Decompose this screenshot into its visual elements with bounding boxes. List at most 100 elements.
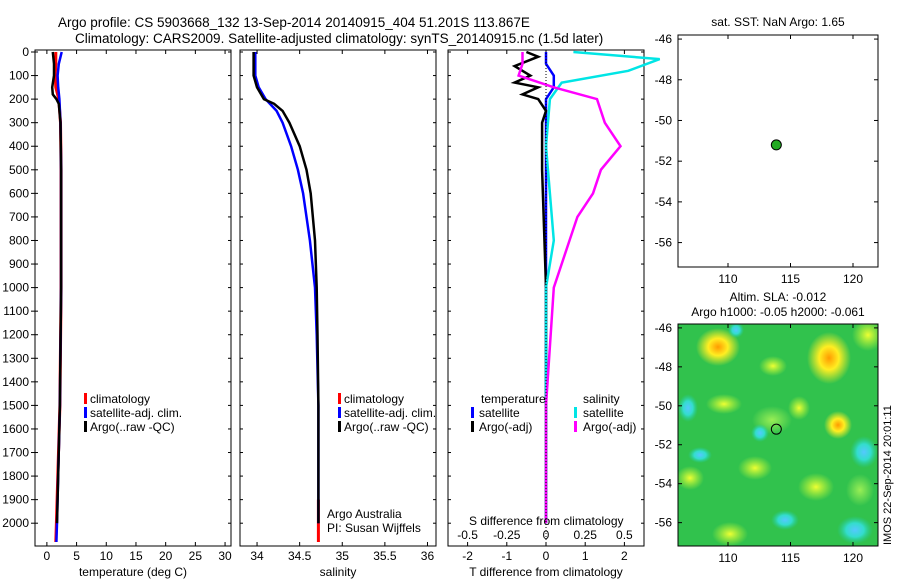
temp-diff-argo-line bbox=[510, 50, 548, 524]
depth-tick-label: 1000 bbox=[2, 281, 29, 295]
salinity-tick-label: 35 bbox=[336, 549, 350, 563]
lon-tick-label: 110 bbox=[718, 272, 737, 286]
salinity-axis-label: salinity bbox=[320, 565, 357, 579]
temperature-tick-label: 30 bbox=[218, 549, 232, 563]
depth-tick-label: 2000 bbox=[2, 516, 29, 530]
legend-title-salinity: salinity bbox=[583, 392, 620, 406]
sst-map-panel bbox=[677, 34, 879, 268]
legend-label: Argo(-adj) bbox=[479, 420, 532, 434]
lon-tick-label: 120 bbox=[843, 551, 863, 565]
depth-tick-label: 1400 bbox=[2, 375, 29, 389]
legend-label: Argo(-adj) bbox=[583, 420, 636, 434]
depth-tick-label: 1100 bbox=[3, 304, 29, 318]
legend-label: satellite bbox=[479, 406, 520, 420]
sla-map-subtitle: Argo h1000: -0.05 h2000: -0.061 bbox=[691, 305, 865, 319]
legend-swatch-temp-satellite bbox=[471, 407, 474, 418]
temperature-tick-label: 15 bbox=[129, 549, 143, 563]
s-difference-tick-label: 0.25 bbox=[574, 528, 598, 542]
salinity-tick-label: 34 bbox=[250, 549, 264, 563]
depth-axis: 0 100 200 300 400 500 600 700 800 900 1000 1100 1200… bbox=[2, 45, 644, 530]
lat-tick-label: -54 bbox=[655, 477, 673, 491]
legend-title-temperature: temperature bbox=[481, 392, 546, 406]
legend-swatch-satellite bbox=[84, 407, 87, 418]
depth-tick-label: 800 bbox=[9, 233, 29, 247]
sla-heatmap bbox=[678, 324, 878, 546]
salinity-panel bbox=[239, 49, 437, 547]
salinity-tick-label: 36 bbox=[421, 549, 435, 563]
sla-map-panel bbox=[677, 323, 879, 547]
sst-map-title: sat. SST: NaN Argo: 1.65 bbox=[711, 15, 845, 29]
lat-tick-label: -50 bbox=[655, 113, 673, 127]
lon-tick-label: 120 bbox=[843, 272, 863, 286]
legend-swatch-sal-satellite bbox=[574, 407, 577, 418]
legend-label: satellite-adj. clim. bbox=[90, 406, 182, 420]
lat-tick-label: -46 bbox=[655, 321, 673, 335]
legend-label: satellite bbox=[583, 406, 624, 420]
depth-tick-label: 1500 bbox=[2, 398, 29, 412]
depth-tick-label: 500 bbox=[9, 163, 29, 177]
depth-tick-label: 900 bbox=[9, 257, 29, 271]
t-difference-tick-label: 0 bbox=[543, 549, 550, 563]
lon-tick-label: 115 bbox=[781, 551, 800, 565]
temperature-tick-label: 20 bbox=[159, 549, 173, 563]
depth-tick-label: 1700 bbox=[2, 446, 29, 460]
salinity-tick-label: 34.5 bbox=[288, 549, 312, 563]
header-line-2: Climatology: CARS2009. Satellite-adjuste… bbox=[75, 31, 603, 46]
temperature-legend: climatology satellite-adj. clim. Argo(..… bbox=[84, 392, 182, 434]
lat-tick-label: -50 bbox=[655, 399, 673, 413]
depth-tick-label: 1900 bbox=[2, 493, 29, 507]
lat-tick-label: -54 bbox=[655, 195, 673, 209]
temperature-panel bbox=[34, 49, 232, 547]
depth-tick-label: 600 bbox=[9, 186, 29, 200]
x-axes: 0 5 10 15 20 25 30 34 34.5 35 35.5 36 -2 -1 0 1 2 -0.5 -0.… bbox=[44, 50, 633, 563]
lat-tick-label: -56 bbox=[655, 236, 673, 250]
timestamp-stamp: IMOS 22-Sep-2014 20:01:11 bbox=[882, 405, 894, 545]
sla-map-axes: -46 -48 -50 -52 -54 -56 110 115 120 bbox=[655, 321, 878, 565]
header-line-1: Argo profile: CS 5903668_132 13-Sep-2014… bbox=[58, 15, 530, 30]
depth-tick-label: 100 bbox=[9, 69, 29, 83]
depth-tick-label: 700 bbox=[9, 210, 29, 224]
salinity-legend: climatology satellite-adj. clim. Argo(..… bbox=[327, 392, 436, 535]
t-difference-tick-label: 2 bbox=[621, 549, 628, 563]
legend-swatch-argo bbox=[84, 421, 87, 432]
legend-label: satellite-adj. clim. bbox=[344, 406, 436, 420]
lat-tick-label: -48 bbox=[655, 73, 673, 87]
temperature-axis-label: temperature (deg C) bbox=[79, 565, 187, 579]
t-difference-tick-label: 1 bbox=[582, 549, 589, 563]
s-difference-tick-label: 0 bbox=[543, 528, 550, 542]
sst-map-axes: -46 -48 -50 -52 -54 -56 110 115 120 bbox=[655, 32, 878, 286]
legend-swatch-temp-argo bbox=[471, 421, 474, 432]
argo-location-ring bbox=[770, 423, 782, 435]
t-difference-tick-label: -1 bbox=[501, 549, 512, 563]
temperature-tick-label: 5 bbox=[73, 549, 80, 563]
sal-diff-argo-line bbox=[517, 52, 623, 524]
credit-line-2: PI: Susan Wijffels bbox=[327, 521, 421, 535]
lat-tick-label: -46 bbox=[655, 32, 673, 46]
lat-tick-label: -52 bbox=[655, 438, 673, 452]
depth-tick-label: 400 bbox=[9, 139, 29, 153]
temperature-argo-line bbox=[50, 51, 63, 524]
sla-map-title: Altim. SLA: -0.012 bbox=[730, 290, 827, 304]
depth-tick-label: 1200 bbox=[2, 328, 29, 342]
salinity-argo-line bbox=[252, 52, 320, 524]
salinity-tick-label: 35.5 bbox=[373, 549, 397, 563]
s-difference-tick-label: -0.25 bbox=[493, 528, 521, 542]
t-difference-tick-label: -2 bbox=[462, 549, 473, 563]
depth-tick-label: 1800 bbox=[2, 469, 29, 483]
lat-tick-label: -56 bbox=[655, 516, 673, 530]
depth-tick-label: 1600 bbox=[2, 422, 29, 436]
s-difference-tick-label: -0.5 bbox=[457, 528, 478, 542]
legend-label: climatology bbox=[344, 392, 404, 406]
legend-swatch-climatology bbox=[338, 393, 341, 404]
depth-tick-label: 200 bbox=[9, 92, 29, 106]
temperature-tick-label: 10 bbox=[100, 549, 114, 563]
legend-label: climatology bbox=[90, 392, 150, 406]
depth-tick-label: 300 bbox=[9, 116, 29, 130]
temperature-tick-label: 0 bbox=[44, 549, 51, 563]
s-difference-tick-label: 0.5 bbox=[616, 528, 633, 542]
depth-tick-label: 1300 bbox=[2, 351, 29, 365]
lon-tick-label: 110 bbox=[718, 551, 737, 565]
legend-label: Argo(..raw -QC) bbox=[90, 420, 175, 434]
difference-legend: temperature salinity satellite Argo(-adj… bbox=[469, 392, 636, 528]
